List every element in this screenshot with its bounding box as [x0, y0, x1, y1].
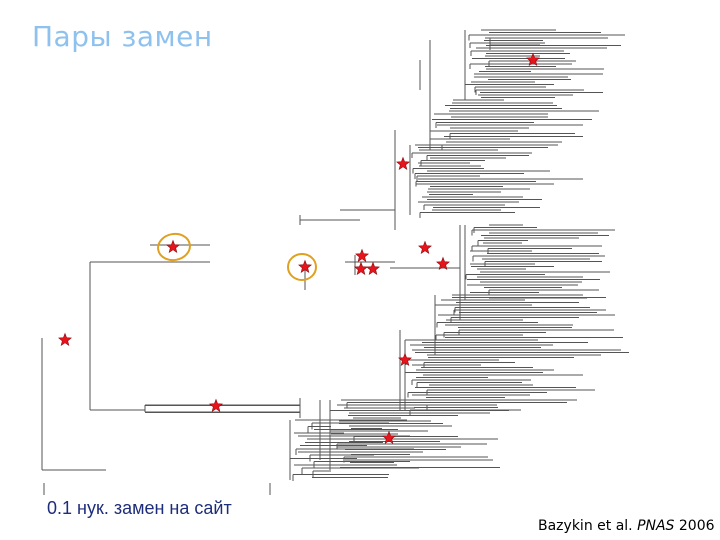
tree-markers: [58, 52, 540, 444]
substitution-star-icon: [209, 398, 223, 412]
scale-bar-label: 0.1 нук. замен на сайт: [47, 498, 232, 518]
substitution-star-icon: [398, 352, 412, 366]
substitution-star-icon: [366, 261, 380, 275]
tree-branches: [41, 29, 629, 495]
substitution-star-icon: [58, 332, 72, 346]
substitution-star-icon: [436, 256, 450, 270]
substitution-star-icon: [355, 248, 369, 262]
substitution-star-icon: [166, 239, 180, 253]
substitution-star-icon: [382, 430, 396, 444]
citation: Bazykin et al. PNAS 2006: [538, 518, 715, 534]
citation-authors: Bazykin et al.: [538, 518, 638, 534]
substitution-star-icon: [526, 52, 540, 66]
citation-journal: PNAS: [637, 518, 675, 534]
highlight-ellipse: [287, 253, 317, 281]
substitution-star-icon: [396, 156, 410, 170]
substitution-star-icon: [418, 240, 432, 254]
substitution-star-icon: [298, 259, 312, 273]
highlight-ellipse: [157, 232, 191, 262]
citation-year: 2006: [674, 518, 715, 534]
substitution-star-icon: [354, 261, 368, 275]
slide-title: Пары замен: [32, 20, 213, 53]
